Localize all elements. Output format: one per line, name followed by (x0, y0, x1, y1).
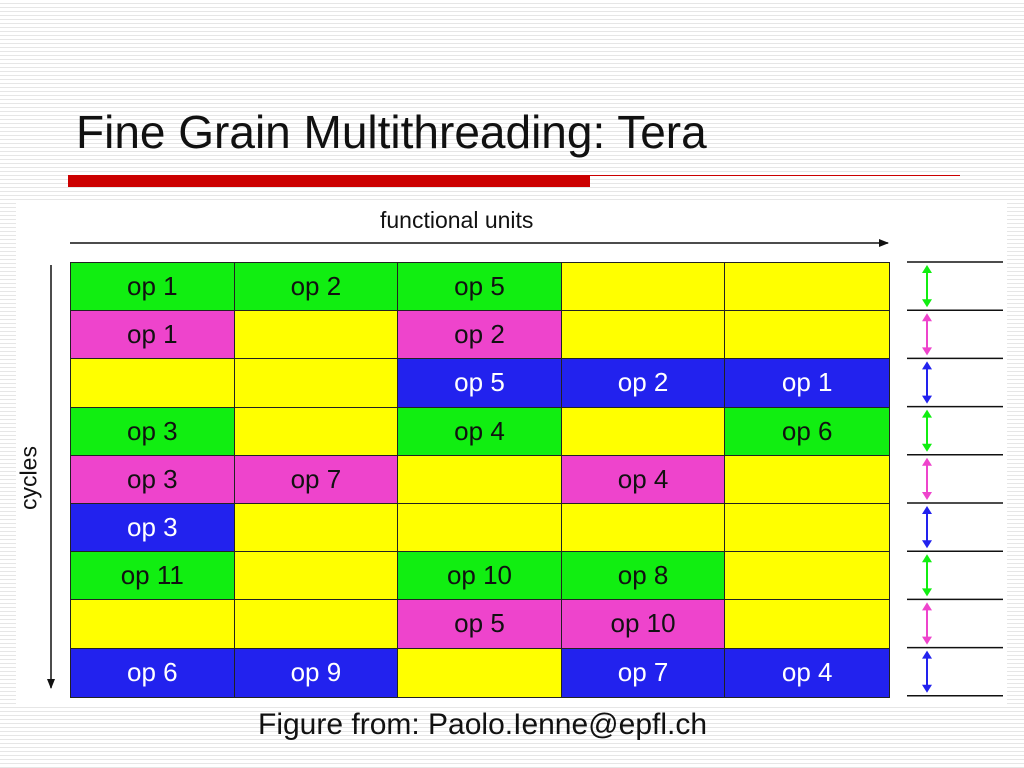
op-grid: op 1 op 2 op 5 op 1 op 2 op 5 op 2 op 1 op 3 op 4… (70, 262, 890, 698)
op-cell: op 1 (725, 359, 889, 408)
cycle-arrow-head-down (922, 443, 932, 452)
op-cell: op 10 (561, 600, 726, 649)
cycle-arrow-head-down (922, 299, 932, 308)
op-cell: op 2 (398, 311, 562, 360)
empty-cell (234, 600, 399, 649)
empty-cell (561, 407, 726, 456)
op-cell: op 3 (71, 407, 235, 456)
op-cell: op 11 (71, 552, 235, 601)
op-cell: op 5 (398, 359, 562, 408)
op-cell: op 4 (398, 407, 562, 456)
cycle-markers (907, 261, 1003, 697)
cycle-arrow-head-up (922, 313, 932, 322)
empty-cell (725, 503, 889, 553)
empty-cell (71, 359, 235, 408)
op-cell: op 2 (234, 263, 399, 312)
op-cell: op 1 (71, 263, 235, 312)
op-cell: op 6 (725, 407, 889, 456)
x-axis-label: functional units (380, 207, 534, 233)
cycle-arrow-head-down (922, 540, 932, 549)
op-cell: op 1 (71, 311, 235, 360)
title-underline-line (590, 175, 960, 176)
empty-cell (561, 503, 726, 553)
empty-cell (725, 263, 889, 312)
op-cell: op 4 (725, 648, 889, 697)
op-cell: op 7 (234, 455, 399, 504)
cycle-arrow-head-down (922, 588, 932, 597)
slide-title: Fine Grain Multithreading: Tera (76, 106, 707, 158)
empty-cell (71, 600, 235, 649)
cycle-arrow-head-up (922, 409, 932, 418)
cycle-arrow-head-up (922, 602, 932, 611)
op-cell: op 10 (398, 552, 562, 601)
cycle-arrow-head-up (922, 650, 932, 659)
empty-cell (398, 648, 562, 697)
op-cell: op 3 (71, 455, 235, 504)
cycle-arrow-head-up (922, 554, 932, 563)
empty-cell (234, 552, 399, 601)
cycle-arrow-head-up (922, 506, 932, 514)
cycle-arrow-head-down (922, 395, 932, 404)
empty-cell (561, 311, 726, 360)
empty-cell (234, 359, 399, 408)
cycle-arrow-head-up (922, 361, 932, 370)
title-underline-red (68, 175, 590, 187)
op-cell: op 5 (398, 600, 562, 649)
empty-cell (234, 503, 399, 553)
empty-cell (725, 600, 889, 649)
empty-cell (725, 552, 889, 601)
cycle-arrow-head-down (922, 684, 932, 693)
op-cell: op 3 (71, 503, 235, 553)
cycle-arrow-head-down (922, 347, 932, 356)
cycle-arrow-head-down (922, 492, 932, 500)
cycle-arrow-head-up (922, 265, 932, 273)
op-cell: op 9 (234, 648, 399, 697)
cycle-arrow-head-up (922, 457, 932, 466)
empty-cell (398, 503, 562, 553)
op-cell: op 2 (561, 359, 726, 408)
op-cell: op 4 (561, 455, 726, 504)
empty-cell (398, 455, 562, 504)
op-cell: op 8 (561, 552, 726, 601)
empty-cell (234, 407, 399, 456)
empty-cell (234, 311, 399, 360)
op-cell: op 5 (398, 263, 562, 312)
op-cell: op 7 (561, 648, 726, 697)
op-cell: op 6 (71, 648, 235, 697)
empty-cell (725, 455, 889, 504)
empty-cell (561, 263, 726, 312)
figure-caption: Figure from: Paolo.Ienne@epfl.ch (258, 708, 708, 741)
cycle-arrow-head-down (922, 636, 932, 645)
empty-cell (725, 311, 889, 360)
